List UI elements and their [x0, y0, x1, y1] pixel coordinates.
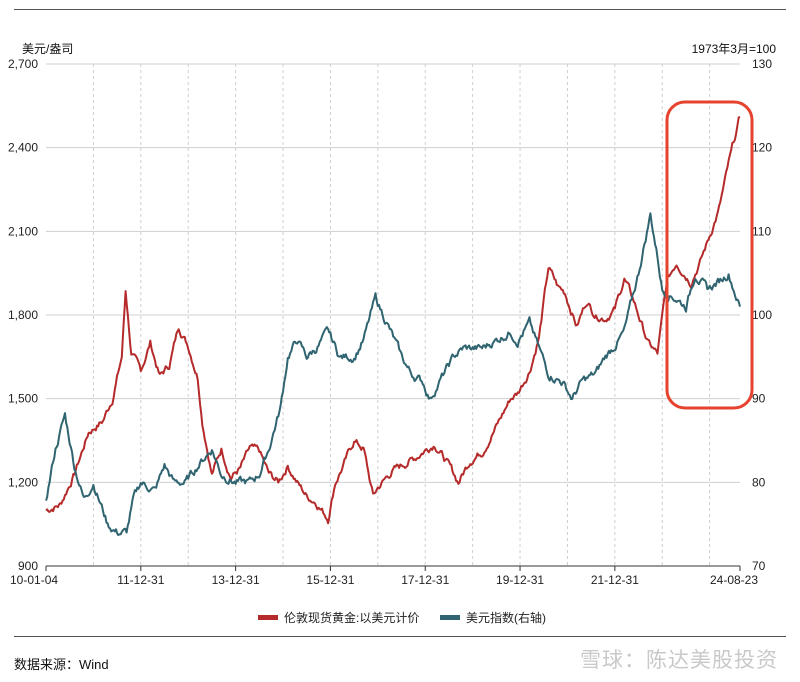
legend-usd-swatch	[440, 615, 460, 620]
left-tick-label: 2,700	[8, 57, 38, 71]
legend-gold-label: 伦敦现货黄金:以美元计价	[284, 610, 419, 625]
right-tick-label: 110	[752, 224, 771, 238]
data-source: 数据来源：Wind	[14, 657, 109, 672]
right-tick-label: 80	[752, 475, 766, 489]
left-tick-label: 1,200	[8, 475, 38, 489]
bottom-rule	[14, 636, 786, 637]
right-tick-label: 130	[752, 57, 772, 71]
x-tick-label: 17-12-31	[401, 573, 449, 587]
left-tick-label: 900	[18, 559, 38, 573]
x-tick-label: 11-12-31	[117, 573, 164, 587]
right-axis-ticks: 70 80 90 100 110 120 130	[752, 57, 772, 573]
x-tick-label: 21-12-31	[591, 573, 639, 587]
series-layer	[45, 116, 741, 537]
highlight-box	[665, 100, 754, 410]
left-tick-label: 2,100	[8, 224, 38, 238]
legend-usd-label: 美元指数(右轴)	[466, 610, 546, 625]
legend: 伦敦现货黄金:以美元计价 美元指数(右轴)	[258, 610, 546, 625]
x-axis-ticks: 10-01-04 11-12-31 13-12-31 15-12-31 17-12-31…	[10, 566, 758, 587]
x-tick-label: 19-12-31	[496, 573, 544, 587]
chart-canvas: 900 1,200 1,500 1,800 2,100 2,400 2,700 70 80 90…	[8, 57, 772, 625]
left-axis-ticks: 900 1,200 1,500 1,800 2,100 2,400 2,700	[8, 57, 38, 573]
right-tick-label: 90	[752, 392, 766, 406]
x-tick-label: 24-08-23	[710, 573, 758, 587]
left-axis-unit: 美元/盎司	[22, 42, 74, 56]
usd-index-line	[45, 212, 741, 537]
left-tick-label: 1,500	[8, 392, 38, 406]
right-axis-unit: 1973年3月=100	[691, 42, 776, 56]
legend-gold-swatch	[258, 615, 278, 620]
x-tick-label: 15-12-31	[306, 573, 354, 587]
left-tick-label: 2,400	[8, 141, 38, 155]
grid-lines	[46, 63, 740, 566]
x-tick-label: 13-12-31	[212, 573, 260, 587]
right-tick-label: 100	[752, 308, 772, 322]
right-tick-label: 70	[752, 559, 766, 573]
right-tick-label: 120	[752, 141, 772, 155]
top-rule	[14, 9, 786, 10]
gold-price-line	[45, 116, 741, 525]
left-tick-label: 1,800	[8, 308, 38, 322]
watermark: 雪球：陈达美股投资	[580, 649, 778, 672]
x-tick-label: 10-01-04	[10, 573, 58, 587]
